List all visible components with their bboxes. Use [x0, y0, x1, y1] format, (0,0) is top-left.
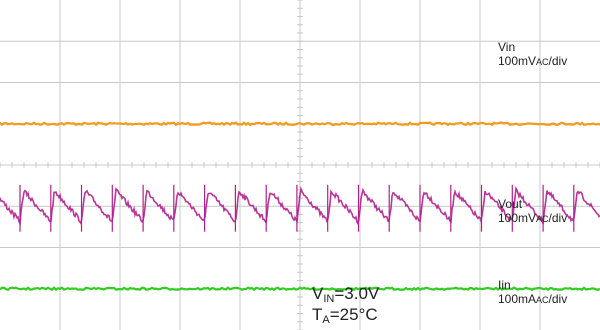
iin-scale: 100mAAC/div	[498, 292, 568, 306]
vin-condition: VIN=3.0V	[312, 284, 380, 305]
vout-trace	[0, 185, 600, 227]
vin-label: Vin 100mVAC/div	[498, 40, 567, 69]
vout-scale: 100mVAC/div	[498, 211, 568, 225]
vin-trace	[0, 121, 600, 127]
vout-name: Vout	[498, 197, 523, 211]
vout-label: Vout 100mVAC/div	[498, 197, 567, 226]
ta-condition: TA=25°C	[312, 305, 378, 326]
iin-trace	[0, 286, 600, 292]
iin-label: Iin 100mAAC/div	[498, 278, 567, 307]
vin-scale: 100mVAC/div	[498, 54, 568, 68]
iin-name: Iin	[498, 278, 511, 292]
vin-name: Vin	[498, 40, 516, 54]
traces	[0, 121, 600, 292]
